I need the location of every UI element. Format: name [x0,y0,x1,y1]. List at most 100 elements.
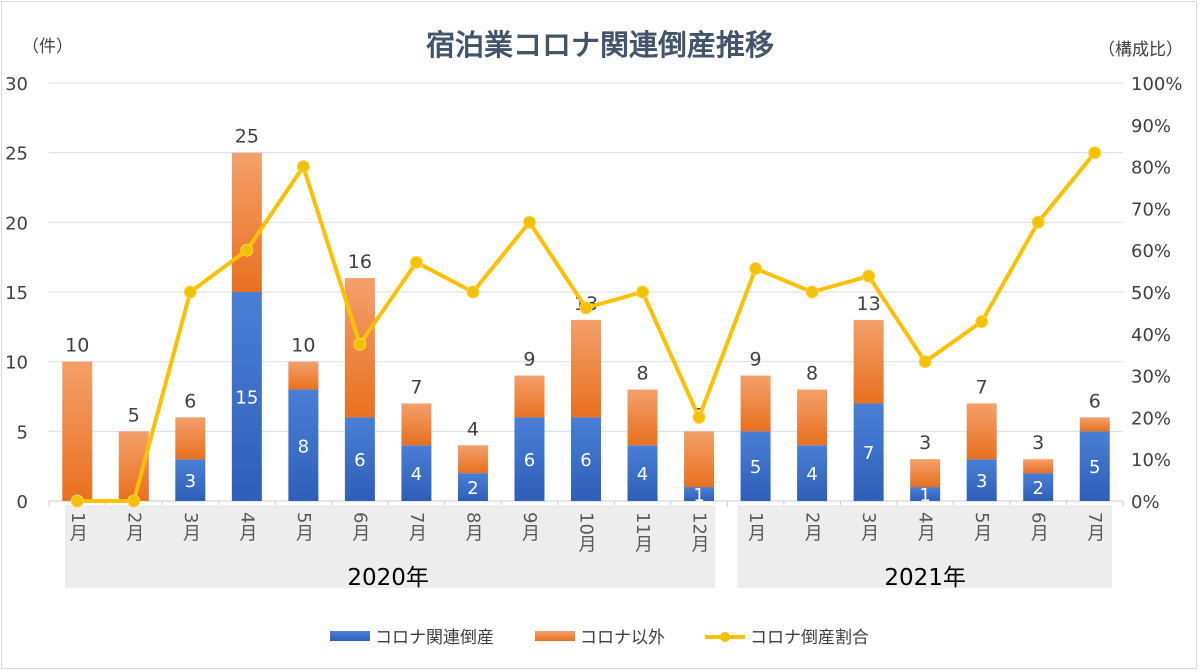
chart-title: 宿泊業コロナ関連倒産推移 [426,28,774,62]
line-point [636,285,650,299]
y-tick-label: 5 [17,422,28,443]
bar-corona [571,417,601,501]
category-group-label: 2021年 [884,565,966,591]
bar-other [231,152,262,292]
total-data-label: 3 [919,432,931,454]
bar-corona [797,445,828,501]
bar-corona [1023,473,1054,501]
bar-other [684,431,715,488]
bar-data-label: 8 [298,436,309,457]
y2-tick-label: 20% [1131,408,1171,429]
total-data-label: 7 [410,376,422,398]
line-point [692,410,706,424]
total-data-label: 13 [857,293,881,315]
bar-corona [853,403,884,501]
bar-data-label: 7 [863,443,874,464]
bar-corona [231,292,262,501]
bar-corona [966,459,997,501]
x-tick-label: 4月 [236,512,257,541]
bar-other [175,417,206,460]
y2-tick-label: 50% [1131,283,1171,304]
total-data-label: 6 [184,390,196,412]
bar-other [288,361,319,390]
bar-corona [627,445,658,501]
x-tick-label: 3月 [180,512,201,541]
bar-data-label: 6 [580,450,591,471]
category-group-band [737,505,1112,588]
y-tick-label: 0 [17,492,28,513]
total-data-label: 9 [750,349,762,371]
total-data-label: 25 [235,126,259,148]
y2-tick-label: 40% [1131,325,1171,346]
line-point [183,285,197,299]
bar-data-label: 2 [467,478,478,499]
bar-data-label: 4 [411,464,422,485]
line-point [805,285,819,299]
bar-corona [684,487,715,501]
x-tick-label: 2月 [123,512,144,541]
bar-other [853,319,884,404]
legend-label: コロナ倒産割合 [750,628,869,648]
x-tick-label: 8月 [462,512,483,541]
line-point [1031,215,1045,229]
bar-data-label: 4 [637,464,648,485]
bar-other [966,403,997,460]
line-point [918,355,932,369]
y2-tick-label: 100% [1131,74,1182,95]
x-tick-label: 4月 [915,512,936,541]
legend-label: コロナ関連倒産 [375,628,494,648]
bar-corona [514,417,545,501]
y2-axis-label: （構成比） [1098,40,1183,60]
line-point [70,494,84,508]
total-data-label: 4 [467,418,479,440]
line-point [749,262,763,276]
y2-tick-label: 30% [1131,367,1171,388]
bar-other [910,459,941,488]
total-data-label: 5 [128,404,140,426]
total-data-label: 8 [806,363,818,385]
line-point [975,315,989,329]
x-tick-label: 11月 [632,512,653,553]
bar-corona [175,459,206,501]
y2-tick-label: 70% [1131,199,1171,220]
bar-data-label: 6 [354,450,365,471]
legend-swatch [330,631,370,641]
bar-corona [344,417,375,501]
x-tick-label: 1月 [745,512,766,541]
line-point [1088,146,1102,160]
legend-swatch [535,631,575,641]
y-tick-label: 30 [5,74,28,95]
x-tick-label: 9月 [519,512,540,541]
line-point [240,243,254,257]
y2-tick-label: 10% [1131,450,1171,471]
total-data-label: 8 [636,363,648,385]
legend-marker [720,632,730,642]
y-tick-label: 15 [5,283,28,304]
x-tick-label: 3月 [858,512,879,541]
bar-data-label: 5 [750,457,761,478]
bar-data-label: 4 [806,464,817,485]
bar-corona [401,445,432,501]
line-point [353,337,367,351]
x-tick-label: 10月 [576,512,597,553]
x-tick-label: 2月 [802,512,823,541]
category-group-band [65,505,716,588]
y-axis-label: （件） [22,37,73,57]
bar-corona [910,487,941,501]
total-data-label: 6 [1089,390,1101,412]
y2-tick-label: 80% [1131,158,1171,179]
y-tick-label: 10 [5,353,28,374]
bar-other [571,319,601,418]
bar-other [62,361,93,501]
x-tick-label: 7月 [1084,512,1105,541]
y2-tick-label: 90% [1131,116,1171,137]
x-tick-label: 5月 [971,512,992,541]
bar-corona [740,431,771,501]
category-group-label: 2020年 [347,565,429,591]
line-point [579,301,593,315]
bar-data-label: 1 [693,485,704,506]
bar-data-label: 15 [235,388,258,409]
bar-corona [1079,431,1110,501]
